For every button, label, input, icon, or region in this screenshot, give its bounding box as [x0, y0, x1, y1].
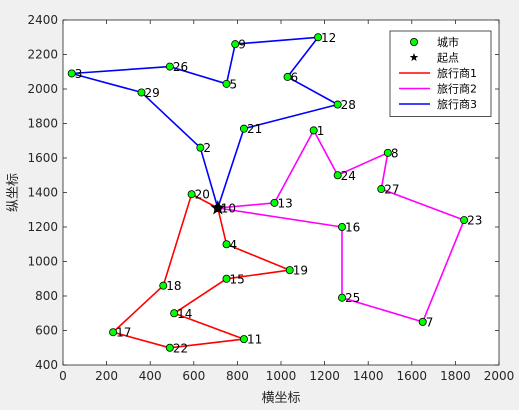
- city-label-9: 9: [238, 38, 246, 52]
- x-tick-label-1000: 1000: [266, 369, 297, 383]
- city-marker-23: [460, 216, 469, 225]
- city-marker-3: [67, 69, 76, 78]
- city-marker-2: [196, 143, 205, 152]
- y-tick-label-2400: 2400: [27, 13, 58, 27]
- city-label-7: 7: [426, 315, 434, 329]
- start-point-layer: [210, 200, 226, 215]
- city-label-12: 12: [321, 31, 336, 45]
- legend-label-2: 旅行商1: [437, 66, 477, 80]
- city-marker-12: [314, 33, 323, 42]
- city-label-19: 19: [293, 264, 308, 278]
- city-label-3: 3: [75, 67, 83, 81]
- city-label-2: 2: [203, 141, 211, 155]
- city-label-13: 13: [277, 196, 292, 210]
- city-label-15: 15: [230, 272, 245, 286]
- city-marker-24: [333, 171, 342, 180]
- y-tick-label-2200: 2200: [27, 48, 58, 62]
- city-marker-8: [383, 148, 392, 157]
- city-marker-17: [109, 328, 118, 337]
- y-tick-label-1400: 1400: [27, 186, 58, 200]
- city-marker-11: [239, 335, 248, 344]
- cities-layer: [67, 33, 469, 352]
- city-label-23: 23: [467, 214, 482, 228]
- city-label-11: 11: [247, 333, 262, 347]
- city-marker-5: [222, 79, 231, 88]
- city-marker-18: [159, 281, 168, 290]
- city-label-5: 5: [230, 77, 238, 91]
- city-label-21: 21: [247, 122, 262, 136]
- legend-marker-start: [409, 53, 419, 62]
- y-tick-label-1800: 1800: [27, 117, 58, 131]
- city-label-8: 8: [391, 146, 399, 160]
- x-tick-label-1200: 1200: [309, 369, 340, 383]
- legend-label-1: 起点: [437, 52, 459, 65]
- x-tick-label-1600: 1600: [397, 369, 428, 383]
- city-label-28: 28: [341, 98, 356, 112]
- city-marker-13: [270, 198, 279, 207]
- x-tick-label-1400: 1400: [353, 369, 384, 383]
- legend-label-0: 城市: [437, 35, 459, 49]
- y-tick-label-1600: 1600: [27, 151, 58, 165]
- route-line-3: [70, 36, 339, 209]
- city-label-4: 4: [230, 238, 238, 252]
- legend-label-3: 旅行商2: [437, 82, 477, 96]
- city-label-1: 1: [317, 124, 325, 138]
- y-tick-label-1200: 1200: [27, 220, 58, 234]
- x-axis-title: 横坐标: [261, 391, 300, 406]
- city-marker-6: [283, 72, 292, 81]
- city-marker-9: [231, 40, 240, 49]
- city-marker-19: [285, 266, 294, 275]
- city-marker-1: [309, 126, 318, 135]
- city-label-18: 18: [166, 279, 181, 293]
- city-label-16: 16: [345, 221, 360, 235]
- city-label-26: 26: [173, 60, 188, 74]
- city-label-24: 24: [341, 169, 356, 183]
- city-marker-14: [170, 309, 179, 318]
- city-marker-7: [418, 317, 427, 326]
- city-label-10: 10: [221, 202, 236, 216]
- city-label-6: 6: [291, 70, 299, 84]
- legend-label-4: 旅行商3: [437, 97, 477, 111]
- x-tick-label-0: 0: [59, 369, 67, 383]
- city-label-27: 27: [384, 183, 399, 197]
- x-tick-label-400: 400: [139, 369, 162, 383]
- axis-ticks-layer: 0 200 400 600 800 1000 1200 1400 1600 1800 2000400…: [27, 13, 514, 383]
- city-label-22: 22: [173, 341, 188, 355]
- city-marker-26: [165, 62, 174, 71]
- x-tick-label-800: 800: [226, 369, 249, 383]
- city-marker-16: [338, 222, 347, 231]
- city-marker-4: [222, 240, 231, 249]
- legend-marker-city: [409, 38, 418, 47]
- city-marker-21: [239, 124, 248, 133]
- x-tick-label-1800: 1800: [440, 369, 471, 383]
- city-marker-27: [377, 185, 386, 194]
- city-label-17: 17: [116, 326, 131, 340]
- x-tick-label-2000: 2000: [484, 369, 515, 383]
- y-axis-title: 纵坐标: [6, 173, 21, 212]
- city-marker-29: [137, 88, 146, 97]
- city-label-25: 25: [345, 291, 360, 305]
- y-tick-label-400: 400: [35, 358, 58, 372]
- city-label-29: 29: [144, 86, 159, 100]
- city-marker-15: [222, 274, 231, 283]
- city-marker-25: [338, 293, 347, 302]
- y-tick-label-1000: 1000: [27, 255, 58, 269]
- city-label-20: 20: [195, 188, 210, 202]
- city-marker-20: [187, 190, 196, 199]
- y-tick-label-600: 600: [35, 324, 58, 338]
- city-marker-28: [333, 100, 342, 109]
- city-label-14: 14: [177, 307, 192, 321]
- city-marker-22: [165, 343, 174, 352]
- x-tick-label-600: 600: [182, 369, 205, 383]
- y-tick-label-2000: 2000: [27, 82, 58, 96]
- y-tick-label-800: 800: [35, 289, 58, 303]
- x-tick-label-200: 200: [95, 369, 118, 383]
- start-point-star: [210, 200, 226, 215]
